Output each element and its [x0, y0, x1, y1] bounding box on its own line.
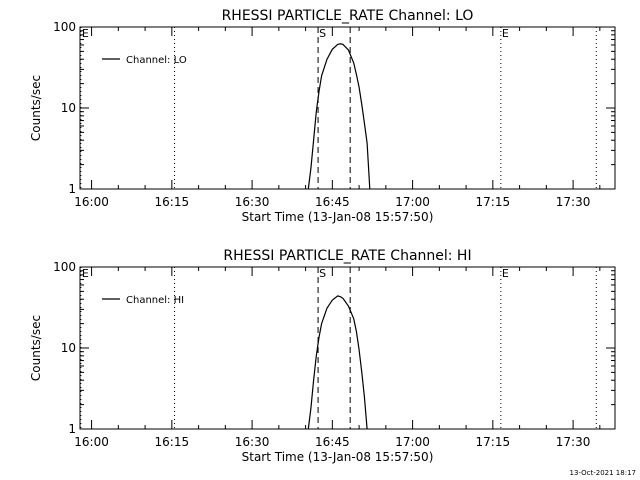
series-line	[307, 295, 368, 430]
series-line	[307, 43, 371, 190]
y-tick-label: 1	[68, 182, 76, 196]
y-tick-label: 1	[68, 422, 76, 436]
plot-frame	[79, 26, 616, 190]
y-tick-label: 100	[53, 20, 76, 34]
x-tick-label: 17:30	[556, 195, 591, 209]
particle-rate-hi-panel: RHESSI PARTICLE_RATE Channel: HI 1 10 100 16…	[29, 248, 616, 464]
x-tick-label: 17:30	[556, 435, 591, 449]
chart-title: RHESSI PARTICLE_RATE Channel: HI	[223, 248, 471, 264]
marker-label: E	[502, 27, 509, 40]
marker-label: E	[82, 267, 89, 280]
plot-frame	[79, 266, 616, 430]
y-tick-label: 10	[61, 101, 76, 115]
legend-entry: Channel: HI	[126, 295, 184, 306]
marker-label: E	[82, 27, 89, 40]
marker-label: E	[502, 267, 509, 280]
x-tick-label: 16:15	[155, 195, 190, 209]
x-tick-label: 17:00	[395, 435, 430, 449]
x-tick-label: 17:15	[476, 195, 511, 209]
y-tick-label: 100	[53, 260, 76, 274]
x-tick-label: 16:30	[235, 435, 270, 449]
x-tick-label: 17:00	[395, 195, 430, 209]
marker-label: S	[319, 27, 326, 40]
y-tick-label: 10	[61, 341, 76, 355]
x-tick-label: 16:15	[155, 435, 190, 449]
legend-entry: Channel: LO	[126, 55, 187, 66]
x-tick-label: 17:15	[476, 435, 511, 449]
marker-label: S	[319, 267, 326, 280]
x-tick-label: 16:45	[315, 195, 350, 209]
generation-timestamp: 13-Oct-2021 18:17	[570, 469, 636, 477]
y-axis-label: Counts/sec	[29, 75, 43, 141]
x-tick-label: 16:30	[235, 195, 270, 209]
x-tick-label: 16:45	[315, 435, 350, 449]
y-axis-label: Counts/sec	[29, 315, 43, 381]
particle-rate-lo-panel: RHESSI PARTICLE_RATE Channel: LO 1 10 100 16…	[29, 8, 616, 224]
x-axis-label: Start Time (13-Jan-08 15:57:50)	[242, 210, 434, 224]
x-tick-label: 16:00	[74, 435, 109, 449]
x-axis-label: Start Time (13-Jan-08 15:57:50)	[242, 450, 434, 464]
x-tick-label: 16:00	[74, 195, 109, 209]
chart-title: RHESSI PARTICLE_RATE Channel: LO	[222, 8, 474, 24]
